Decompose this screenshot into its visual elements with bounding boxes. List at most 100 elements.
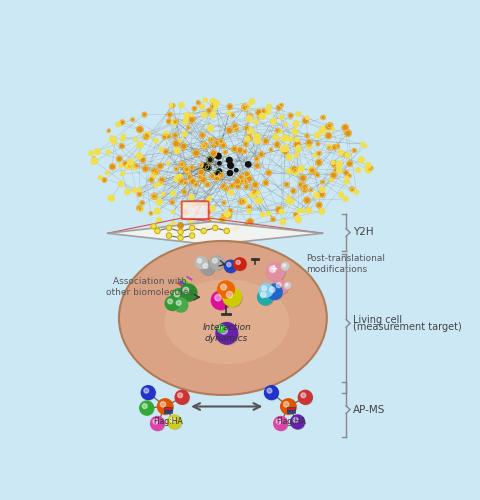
Circle shape [205, 182, 210, 187]
Circle shape [159, 148, 163, 152]
Circle shape [256, 110, 262, 116]
Circle shape [228, 170, 232, 175]
Circle shape [154, 138, 158, 142]
Circle shape [285, 283, 291, 289]
Circle shape [143, 166, 148, 172]
Circle shape [274, 280, 288, 294]
Circle shape [132, 166, 136, 170]
Circle shape [327, 123, 333, 128]
Circle shape [214, 104, 217, 107]
Circle shape [198, 170, 204, 175]
Circle shape [208, 218, 212, 221]
Circle shape [98, 176, 102, 180]
Circle shape [226, 214, 231, 218]
Circle shape [161, 192, 165, 196]
Circle shape [282, 400, 297, 414]
Circle shape [211, 257, 224, 270]
Circle shape [195, 211, 199, 214]
Circle shape [284, 182, 289, 187]
Circle shape [252, 190, 257, 194]
Circle shape [325, 132, 332, 138]
Circle shape [107, 150, 110, 154]
Circle shape [331, 128, 334, 130]
Circle shape [336, 161, 342, 168]
Circle shape [239, 175, 243, 180]
Circle shape [121, 138, 124, 141]
Circle shape [228, 208, 233, 212]
Circle shape [225, 290, 242, 307]
Circle shape [240, 179, 244, 183]
Circle shape [217, 325, 225, 332]
Circle shape [338, 150, 344, 155]
Circle shape [256, 191, 260, 194]
Circle shape [210, 112, 216, 118]
Circle shape [254, 137, 260, 143]
Circle shape [288, 199, 294, 204]
Circle shape [152, 194, 156, 198]
Circle shape [123, 162, 128, 166]
Bar [164, 410, 172, 412]
Circle shape [338, 192, 344, 197]
Circle shape [258, 290, 273, 305]
Circle shape [142, 112, 147, 117]
Circle shape [284, 402, 289, 407]
Circle shape [223, 288, 241, 306]
Circle shape [193, 150, 199, 156]
Circle shape [284, 123, 288, 126]
Circle shape [173, 290, 187, 304]
Circle shape [214, 107, 217, 110]
Circle shape [234, 258, 246, 270]
Circle shape [281, 262, 289, 270]
Circle shape [210, 256, 224, 270]
Circle shape [194, 182, 198, 186]
Circle shape [141, 402, 154, 415]
Circle shape [247, 218, 253, 225]
Circle shape [168, 415, 181, 429]
Circle shape [246, 162, 251, 167]
Circle shape [232, 124, 238, 129]
Circle shape [155, 228, 160, 234]
Circle shape [259, 113, 265, 119]
Circle shape [120, 120, 125, 124]
Circle shape [276, 106, 281, 110]
Circle shape [343, 196, 348, 202]
Circle shape [278, 130, 282, 134]
Circle shape [151, 224, 156, 229]
Circle shape [210, 206, 216, 211]
Circle shape [298, 182, 303, 187]
Text: (measurement target): (measurement target) [353, 322, 462, 332]
Circle shape [243, 150, 247, 154]
Circle shape [136, 153, 142, 159]
Circle shape [171, 191, 176, 196]
Circle shape [176, 392, 190, 404]
Circle shape [344, 180, 348, 184]
Circle shape [307, 144, 312, 149]
Circle shape [176, 300, 181, 306]
Circle shape [282, 145, 288, 152]
Circle shape [224, 186, 228, 191]
Circle shape [166, 233, 172, 238]
Circle shape [227, 104, 232, 109]
Circle shape [137, 126, 143, 132]
Circle shape [350, 187, 354, 192]
Circle shape [287, 196, 290, 200]
Circle shape [327, 144, 332, 148]
Circle shape [132, 188, 137, 193]
Circle shape [316, 160, 322, 166]
Circle shape [259, 291, 274, 306]
Circle shape [235, 184, 240, 188]
Circle shape [167, 112, 172, 117]
Circle shape [276, 419, 281, 424]
Circle shape [301, 393, 306, 398]
Circle shape [347, 161, 352, 166]
Circle shape [296, 148, 300, 152]
Circle shape [223, 150, 227, 154]
Circle shape [365, 167, 372, 173]
Circle shape [89, 151, 93, 156]
Circle shape [345, 153, 350, 158]
Circle shape [194, 224, 198, 228]
Circle shape [109, 164, 115, 170]
Circle shape [197, 202, 201, 205]
Circle shape [151, 416, 164, 430]
Circle shape [226, 292, 233, 298]
